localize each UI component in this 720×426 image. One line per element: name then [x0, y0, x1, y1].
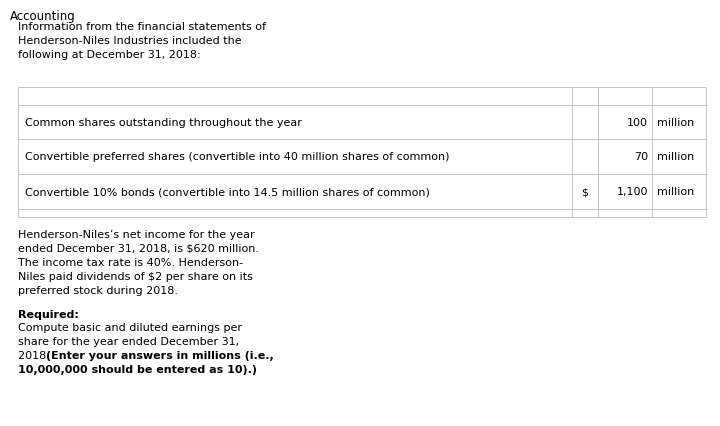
Text: $: $ — [582, 187, 588, 197]
Bar — [18, 88, 706, 218]
Text: 2018.: 2018. — [18, 350, 53, 360]
Text: share for the year ended December 31,: share for the year ended December 31, — [18, 336, 239, 346]
Text: 70: 70 — [634, 152, 648, 162]
Text: preferred stock during 2018.: preferred stock during 2018. — [18, 285, 178, 295]
Text: Convertible preferred shares (convertible into 40 million shares of common): Convertible preferred shares (convertibl… — [25, 152, 449, 162]
Text: following at December 31, 2018:: following at December 31, 2018: — [18, 50, 201, 60]
Text: Compute basic and diluted earnings per: Compute basic and diluted earnings per — [18, 322, 242, 332]
Text: 10,000,000 should be entered as 10).): 10,000,000 should be entered as 10).) — [18, 364, 257, 374]
Text: million: million — [657, 187, 694, 197]
Text: Required:: Required: — [18, 309, 79, 319]
Text: (Enter your answers in millions (i.e.,: (Enter your answers in millions (i.e., — [46, 350, 274, 360]
Text: Henderson-Niles’s net income for the year: Henderson-Niles’s net income for the yea… — [18, 230, 255, 239]
Text: 100: 100 — [627, 118, 648, 128]
Text: Convertible 10% bonds (convertible into 14.5 million shares of common): Convertible 10% bonds (convertible into … — [25, 187, 430, 197]
Text: Accounting: Accounting — [10, 10, 76, 23]
Text: The income tax rate is 40%. Henderson-: The income tax rate is 40%. Henderson- — [18, 257, 243, 268]
Text: million: million — [657, 152, 694, 162]
Text: ended December 31, 2018, is $620 million.: ended December 31, 2018, is $620 million… — [18, 243, 259, 253]
Text: Common shares outstanding throughout the year: Common shares outstanding throughout the… — [25, 118, 302, 128]
Text: Henderson-Niles Industries included the: Henderson-Niles Industries included the — [18, 36, 242, 46]
Text: Niles paid dividends of $2 per share on its: Niles paid dividends of $2 per share on … — [18, 271, 253, 281]
Text: 1,100: 1,100 — [616, 187, 648, 197]
Text: million: million — [657, 118, 694, 128]
Text: Information from the financial statements of: Information from the financial statement… — [18, 22, 266, 32]
